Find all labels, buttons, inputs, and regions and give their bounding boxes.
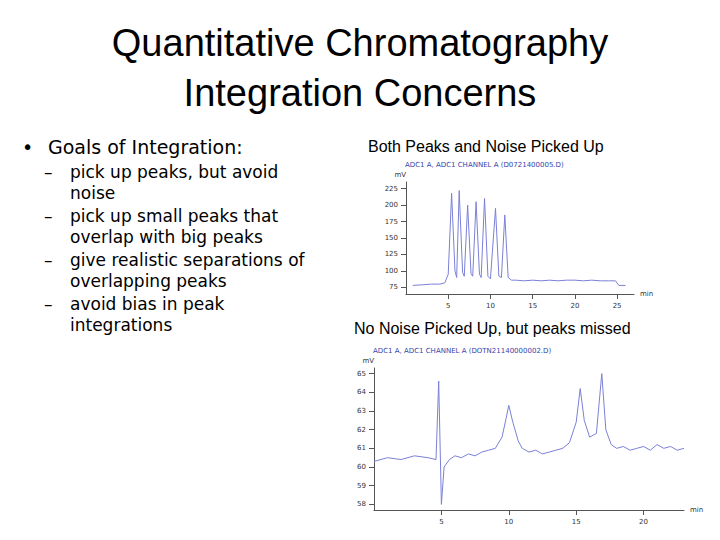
html-text:give realistic separations of: give realistic separations of overlappin… <box>70 250 305 291</box>
svg-text:100: 100 <box>385 267 398 275</box>
svg-text:10: 10 <box>486 302 495 310</box>
svg-text:5: 5 <box>439 518 443 526</box>
svg-text:150: 150 <box>385 234 398 242</box>
svg-text:200: 200 <box>385 201 398 209</box>
svg-text:58: 58 <box>357 500 366 508</box>
svg-text:63: 63 <box>357 407 366 415</box>
svg-text:59: 59 <box>357 482 366 490</box>
html-text:avoid bias in peak integration: avoid bias in peak integrations <box>70 294 225 335</box>
svg-text:min: min <box>690 506 703 514</box>
svg-text:15: 15 <box>572 518 581 526</box>
svg-text:65: 65 <box>357 370 366 378</box>
html-text:Both Peaks and Noise Picked Up: Both Peaks and Noise Picked Up <box>368 138 604 155</box>
svg-text:61: 61 <box>357 444 366 452</box>
html-text:Quantitative Chromatography: Quantitative Chromatography <box>111 22 609 64</box>
svg-text:min: min <box>640 290 653 298</box>
svg-text:20: 20 <box>570 302 579 310</box>
html-text:Integration Concerns: Integration Concerns <box>183 72 537 114</box>
html-text:Goals of Integration:: Goals of Integration: <box>48 136 243 158</box>
svg-text:125: 125 <box>385 250 398 258</box>
html-text:pick up small peaks that overl: pick up small peaks that overlap with bi… <box>70 206 279 247</box>
svg-text:60: 60 <box>357 463 366 471</box>
html-text:pick up peaks, but avoid noise: pick up peaks, but avoid noise <box>70 162 279 203</box>
svg-text:ADC1 A, ADC1 CHANNEL A (D07214: ADC1 A, ADC1 CHANNEL A (D0721400005.D) <box>405 161 564 169</box>
svg-text:mV: mV <box>362 357 374 365</box>
html-text:No Noise Picked Up, but peaks: No Noise Picked Up, but peaks missed <box>354 320 631 337</box>
svg-text:15: 15 <box>528 302 537 310</box>
svg-text:175: 175 <box>385 218 398 226</box>
svg-text:mV: mV <box>394 171 406 179</box>
svg-text:25: 25 <box>613 302 622 310</box>
svg-text:5: 5 <box>446 302 450 310</box>
svg-text:62: 62 <box>357 426 366 434</box>
svg-text:10: 10 <box>504 518 513 526</box>
svg-text:20: 20 <box>639 518 648 526</box>
svg-text:225: 225 <box>385 185 398 193</box>
svg-text:75: 75 <box>389 283 398 291</box>
svg-text:64: 64 <box>357 388 366 396</box>
svg-text:ADC1 A, ADC1 CHANNEL A (DOTN21: ADC1 A, ADC1 CHANNEL A (DOTN21140000002.… <box>373 347 551 355</box>
